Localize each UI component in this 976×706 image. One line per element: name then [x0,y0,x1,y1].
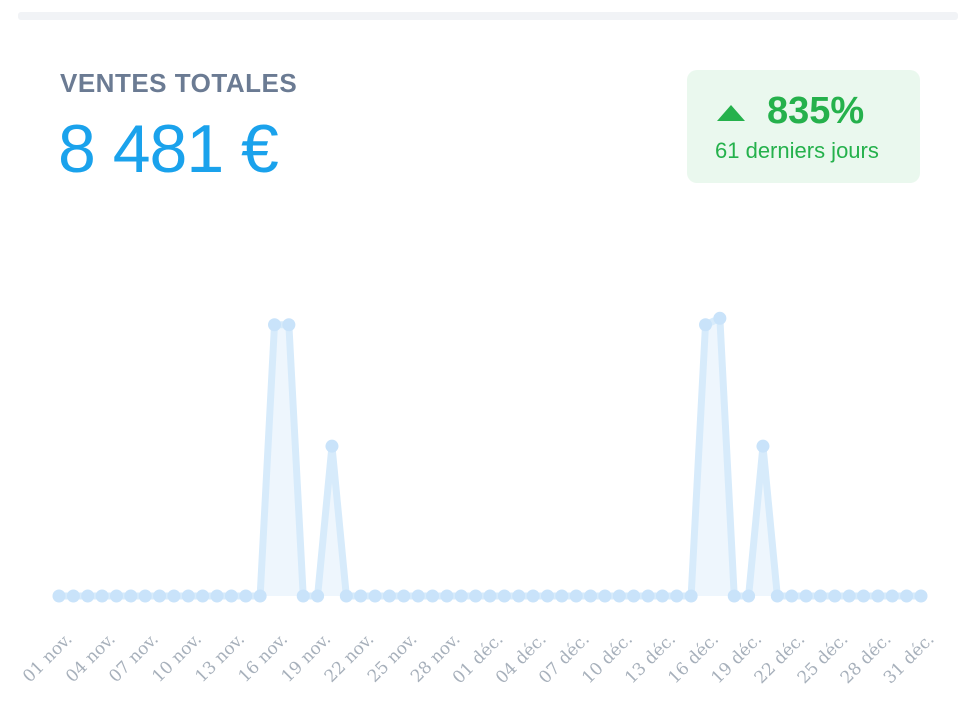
kpi-label: VENTES TOTALES [60,68,298,98]
chart-area-layer [59,318,921,596]
data-point[interactable] [655,589,669,603]
trend-value: 835% [767,90,865,132]
data-point[interactable] [900,589,914,603]
data-point[interactable] [713,311,727,325]
data-point[interactable] [253,589,267,603]
data-point[interactable] [339,589,353,603]
data-point[interactable] [239,589,253,603]
data-point[interactable] [454,589,468,603]
data-point[interactable] [440,589,454,603]
trend-badge: 835% 61 derniers jours [687,70,920,183]
data-point[interactable] [584,589,598,603]
chart-points-layer [52,311,928,603]
data-point[interactable] [699,318,712,332]
data-point[interactable] [95,589,109,603]
data-point[interactable] [857,589,871,603]
data-point[interactable] [555,589,569,603]
chart-line-layer [55,314,925,600]
data-point[interactable] [612,589,626,603]
trend-period: 61 derniers jours [715,138,879,163]
series-line [55,314,925,600]
data-point[interactable] [512,589,526,603]
data-point[interactable] [138,589,152,603]
data-point[interactable] [497,589,511,603]
data-point[interactable] [684,589,698,603]
data-point[interactable] [52,589,66,603]
data-point[interactable] [785,589,799,603]
series-area [59,318,921,596]
data-point[interactable] [540,589,554,603]
data-point[interactable] [469,589,483,603]
data-point[interactable] [842,589,856,603]
data-point[interactable] [81,589,95,603]
data-point[interactable] [828,589,842,603]
data-point[interactable] [296,589,310,603]
data-point[interactable] [727,589,741,603]
data-point[interactable] [742,589,756,603]
data-point[interactable] [354,589,368,603]
trend-row: 835% [717,90,864,133]
data-point[interactable] [325,439,339,453]
top-divider [18,12,958,20]
data-point[interactable] [598,589,612,603]
data-point[interactable] [196,589,210,603]
data-point[interactable] [181,589,195,603]
data-point[interactable] [483,589,497,603]
data-point[interactable] [426,589,440,603]
data-point[interactable] [799,589,813,603]
data-point[interactable] [311,589,325,603]
data-point[interactable] [382,589,396,603]
data-point[interactable] [627,589,641,603]
triangle-up-icon [717,104,745,121]
data-point[interactable] [670,589,684,603]
data-point[interactable] [569,589,583,603]
data-point[interactable] [411,589,425,603]
data-point[interactable] [109,589,123,603]
kpi-value: 8 481 € [58,111,279,187]
data-point[interactable] [66,589,80,603]
data-point[interactable] [268,318,281,332]
data-point[interactable] [124,589,138,603]
data-point[interactable] [153,589,167,603]
data-point[interactable] [167,589,181,603]
data-point[interactable] [397,589,411,603]
data-point[interactable] [210,589,224,603]
x-axis-ticks: 01 nov.04 nov.07 nov.10 nov.13 nov.16 no… [19,629,938,688]
data-point[interactable] [282,318,296,332]
data-point[interactable] [641,589,655,603]
data-point[interactable] [224,589,238,603]
data-point[interactable] [770,589,784,603]
data-point[interactable] [871,589,885,603]
data-point[interactable] [813,589,827,603]
data-point[interactable] [914,589,928,603]
data-point[interactable] [526,589,540,603]
data-point[interactable] [756,439,770,453]
data-point[interactable] [885,589,899,603]
data-point[interactable] [368,589,382,603]
